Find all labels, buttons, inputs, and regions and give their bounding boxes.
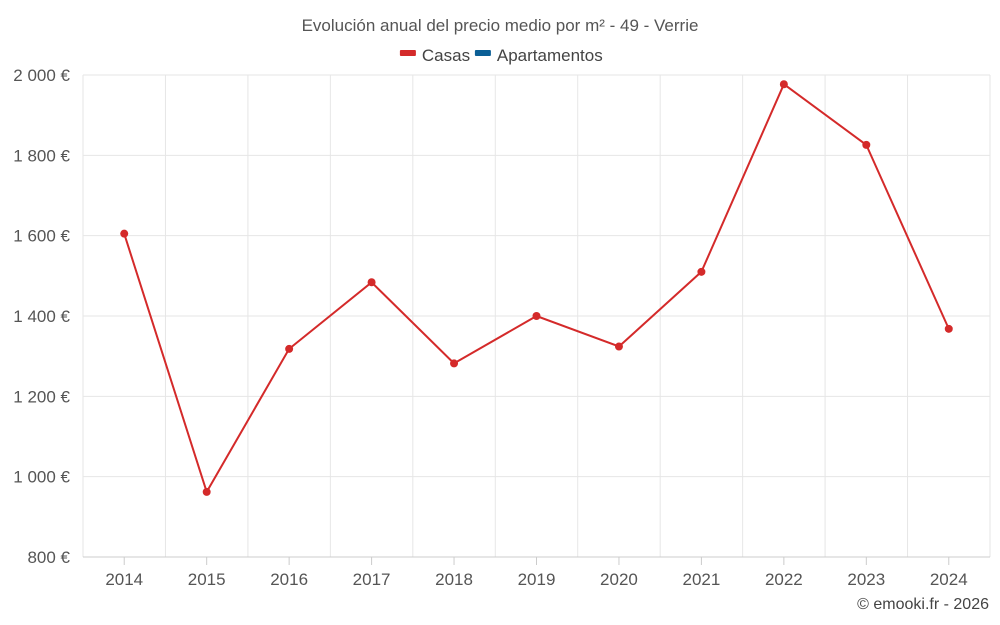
data-point[interactable] bbox=[532, 312, 541, 320]
x-tick-label: 2019 bbox=[518, 570, 556, 589]
y-tick-label: 2 000 € bbox=[13, 66, 70, 85]
x-tick-label: 2020 bbox=[600, 570, 638, 589]
x-tick-label: 2016 bbox=[270, 570, 308, 589]
data-point[interactable] bbox=[450, 359, 459, 368]
legend-label: Casas bbox=[422, 46, 470, 65]
data-point[interactable] bbox=[614, 342, 623, 351]
series-group bbox=[120, 80, 953, 496]
y-tick-label: 1 400 € bbox=[13, 307, 70, 326]
y-tick-label: 1 200 € bbox=[13, 387, 70, 406]
x-tick-label: 2023 bbox=[847, 570, 885, 589]
x-axis-ticks: 2014 2015 2016 2017 2018 2019 2020 2021 2022 2023… bbox=[105, 557, 968, 589]
legend-label: Apartamentos bbox=[497, 46, 603, 65]
horizontal-gridlines bbox=[83, 74, 990, 478]
y-tick-label: 1 600 € bbox=[13, 227, 70, 246]
x-tick-label: 2017 bbox=[353, 570, 391, 589]
legend-item[interactable]: Apartamentos bbox=[474, 46, 603, 65]
credit-text: © emooki.fr - 2026 bbox=[857, 596, 989, 613]
data-point[interactable] bbox=[862, 140, 871, 149]
data-point[interactable] bbox=[367, 278, 376, 287]
x-tick-label: 2021 bbox=[682, 570, 720, 589]
y-tick-label: 800 € bbox=[27, 548, 70, 567]
data-point[interactable] bbox=[697, 267, 706, 276]
data-point[interactable] bbox=[285, 344, 294, 353]
x-tick-label: 2018 bbox=[435, 570, 473, 589]
y-tick-label: 1 000 € bbox=[13, 468, 70, 487]
legend-swatch bbox=[474, 50, 491, 56]
y-axis-tick-labels: 800 € 1 000 € 1 200 € 1 400 € 1 600 € 1 800 €… bbox=[13, 66, 70, 567]
chart-title: Evolución anual del precio medio por m² … bbox=[302, 16, 699, 35]
x-tick-label: 2015 bbox=[188, 570, 226, 589]
x-tick-label: 2014 bbox=[105, 570, 143, 589]
legend: Casas Apartamentos bbox=[399, 46, 603, 65]
data-point[interactable] bbox=[120, 229, 129, 238]
x-tick-label: 2024 bbox=[930, 570, 968, 589]
data-point[interactable] bbox=[202, 487, 211, 496]
legend-swatch bbox=[399, 50, 416, 56]
y-tick-label: 1 800 € bbox=[13, 146, 70, 165]
data-point[interactable] bbox=[944, 324, 953, 333]
data-point[interactable] bbox=[779, 80, 788, 89]
legend-item[interactable]: Casas bbox=[399, 46, 470, 65]
x-tick-label: 2022 bbox=[765, 570, 803, 589]
